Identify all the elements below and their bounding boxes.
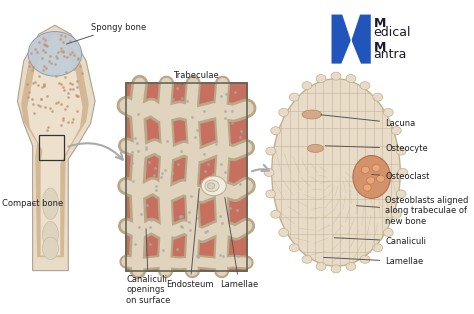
Ellipse shape [271,210,281,218]
Ellipse shape [353,155,391,198]
Ellipse shape [266,147,276,155]
Ellipse shape [316,74,326,83]
Text: edical: edical [374,26,411,39]
Ellipse shape [43,237,58,259]
Ellipse shape [392,127,401,135]
Ellipse shape [331,265,341,273]
Ellipse shape [279,108,289,116]
Ellipse shape [376,175,384,182]
Ellipse shape [316,263,326,270]
Ellipse shape [373,244,383,252]
Ellipse shape [331,72,341,80]
Ellipse shape [302,255,312,263]
Ellipse shape [208,183,215,189]
Bar [126,83,247,271]
Ellipse shape [264,168,274,176]
Ellipse shape [392,210,401,218]
Text: Osteoclast: Osteoclast [372,172,429,181]
Text: Endosteum: Endosteum [166,189,214,289]
Polygon shape [18,25,95,271]
Ellipse shape [302,110,322,119]
Text: Compact bone: Compact bone [2,199,64,208]
Ellipse shape [28,31,82,76]
Text: antra: antra [374,48,407,61]
Ellipse shape [383,108,393,116]
Ellipse shape [367,177,375,184]
Text: M: M [374,17,386,30]
Ellipse shape [396,147,406,155]
Polygon shape [27,34,82,256]
Ellipse shape [361,166,369,173]
Ellipse shape [201,176,226,196]
Text: Lamellae: Lamellae [324,257,423,266]
Text: Osteocyte: Osteocyte [325,144,428,153]
Ellipse shape [360,82,370,90]
Text: Lacuna: Lacuna [321,115,415,128]
Ellipse shape [308,144,323,152]
Ellipse shape [43,222,58,248]
Ellipse shape [272,79,400,266]
Polygon shape [21,30,89,257]
Text: Osteoblasts aligned
along trabeculae of
new bone: Osteoblasts aligned along trabeculae of … [356,196,468,226]
Ellipse shape [205,180,219,192]
Ellipse shape [346,263,356,270]
Ellipse shape [289,93,299,101]
Text: Canaliculi: Canaliculi [334,237,426,246]
Ellipse shape [346,74,356,83]
Ellipse shape [383,229,393,236]
Ellipse shape [398,168,408,176]
Ellipse shape [302,82,312,90]
Text: Trabeculae: Trabeculae [173,71,219,84]
Bar [126,83,247,271]
Ellipse shape [266,190,276,198]
Ellipse shape [360,255,370,263]
Ellipse shape [271,127,281,135]
Ellipse shape [373,93,383,101]
Text: Lamellae: Lamellae [220,198,258,289]
Ellipse shape [363,184,371,191]
Ellipse shape [289,244,299,252]
Ellipse shape [43,188,58,219]
Text: M: M [374,41,386,54]
Text: Spongy bone: Spongy bone [66,23,146,44]
Ellipse shape [279,229,289,236]
Text: Canaliculi
openings
on surface: Canaliculi openings on surface [126,229,171,305]
Ellipse shape [396,190,406,198]
Ellipse shape [372,165,380,171]
Polygon shape [331,14,371,64]
Bar [39,135,64,160]
